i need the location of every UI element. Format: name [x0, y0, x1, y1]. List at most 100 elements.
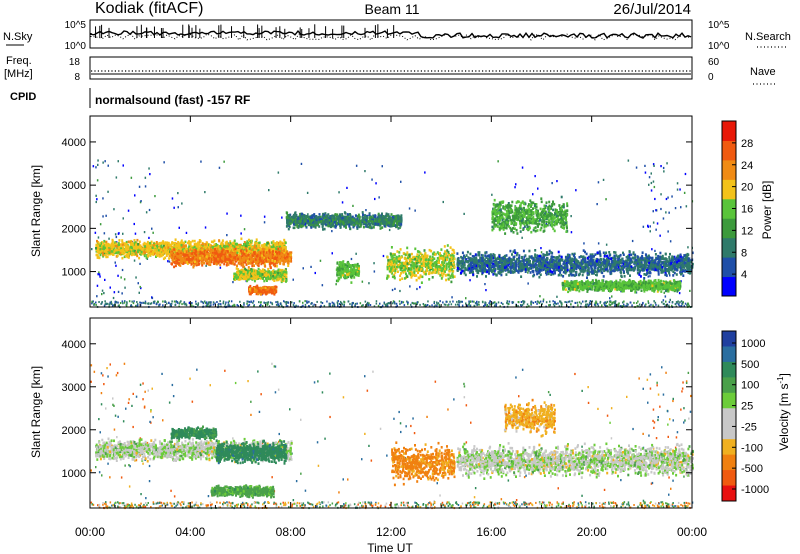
echo-cell [285, 271, 287, 274]
near-range-cell [476, 301, 478, 303]
echo-cell [147, 241, 149, 244]
near-range-cell [610, 301, 612, 303]
noise-speckle [322, 284, 324, 286]
echo-cell [278, 279, 280, 282]
noise-speckle [668, 212, 670, 214]
echo-cell [97, 251, 99, 254]
noise-speckle [684, 192, 686, 194]
echo-cell [238, 249, 240, 252]
near-range-cell [195, 301, 197, 303]
noise-speckle [148, 237, 150, 239]
echo-cell [284, 273, 286, 276]
noise-speckle [532, 193, 534, 195]
noise-speckle [96, 201, 98, 203]
near-range-cell [320, 301, 322, 303]
noise-speckle [97, 164, 99, 166]
echo-cell [264, 291, 266, 294]
noise-speckle [409, 207, 411, 209]
freq-tick-bottom: 8 [74, 72, 80, 83]
noise-speckle [303, 267, 305, 269]
echo-cell [274, 260, 276, 263]
echo-cell [252, 254, 254, 257]
echo-cell [228, 244, 230, 247]
echo-cell [262, 269, 264, 272]
near-range-cell [286, 301, 288, 303]
echo-cell [206, 260, 208, 263]
near-range-cell [198, 304, 200, 306]
near-range-cell [352, 302, 354, 304]
near-range-cell [476, 304, 478, 306]
near-range-cell [180, 300, 182, 302]
echo-cell [214, 251, 216, 254]
noise-speckle [232, 281, 234, 283]
near-range-cell [144, 302, 146, 304]
nsearch-tick-bottom: 10^0 [708, 41, 730, 52]
echo-cell [245, 271, 247, 274]
nsky-line [91, 31, 691, 38]
noise-speckle [114, 291, 116, 293]
noise-speckle [651, 182, 653, 184]
near-range-cell [203, 302, 205, 304]
noise-speckle [663, 167, 665, 169]
noise-speckle [667, 197, 669, 199]
near-range-cell [587, 303, 589, 305]
noise-speckle [609, 297, 611, 299]
near-range-cell [675, 303, 677, 305]
near-range-cell [494, 301, 496, 303]
noise-speckle [657, 222, 659, 224]
echo-cell [95, 247, 97, 250]
near-range-cell [543, 300, 545, 302]
near-range-cell [626, 303, 628, 305]
echo-cell [171, 252, 173, 255]
noise-speckle [115, 262, 117, 264]
noise-speckle [399, 290, 401, 292]
noise-speckle [677, 189, 679, 191]
near-range-cell [260, 304, 262, 306]
noise-speckle [356, 165, 358, 167]
near-range-cell [156, 303, 158, 305]
near-range-cell [604, 301, 606, 303]
noise-speckle [310, 266, 312, 268]
echo-cell [136, 239, 138, 242]
noise-speckle [117, 275, 119, 277]
echo-cell [240, 238, 242, 241]
near-range-cell [546, 301, 548, 303]
echo-cell [132, 250, 134, 253]
near-range-cell [649, 305, 651, 307]
near-range-cell [231, 300, 233, 302]
noise-speckle [123, 217, 125, 219]
echo-cell [161, 245, 163, 248]
echo-cell [256, 242, 258, 245]
echo-cell [206, 251, 208, 254]
noise-speckle [645, 172, 647, 174]
echo-cell [170, 256, 172, 259]
noise-speckle [670, 299, 672, 301]
near-range-cell [166, 303, 168, 305]
near-range-cell [530, 301, 532, 303]
echo-cell [130, 243, 132, 246]
echo-cell [180, 254, 182, 257]
noise-speckle [128, 210, 130, 212]
noise-speckle [571, 231, 573, 233]
echo-cell [271, 262, 273, 265]
near-range-cell [126, 305, 128, 307]
echo-cell [166, 244, 168, 247]
noise-speckle [603, 179, 605, 181]
echo-cell [239, 255, 241, 258]
echo-cell [221, 250, 223, 253]
echo-cell [259, 257, 261, 260]
noise-speckle [497, 160, 499, 162]
noise-speckle [469, 279, 471, 281]
echo-cell [243, 270, 245, 273]
near-range-cell [413, 303, 415, 305]
echo-cell [178, 245, 180, 248]
echo-cell [262, 292, 264, 295]
near-range-cell [112, 304, 114, 306]
echo-cell [123, 251, 125, 254]
near-range-cell [239, 301, 241, 303]
near-range-cell [293, 304, 295, 306]
noise-speckle [659, 235, 661, 237]
echo-cell [181, 244, 183, 247]
near-range-cell [486, 305, 488, 307]
echo-cell [188, 241, 190, 244]
